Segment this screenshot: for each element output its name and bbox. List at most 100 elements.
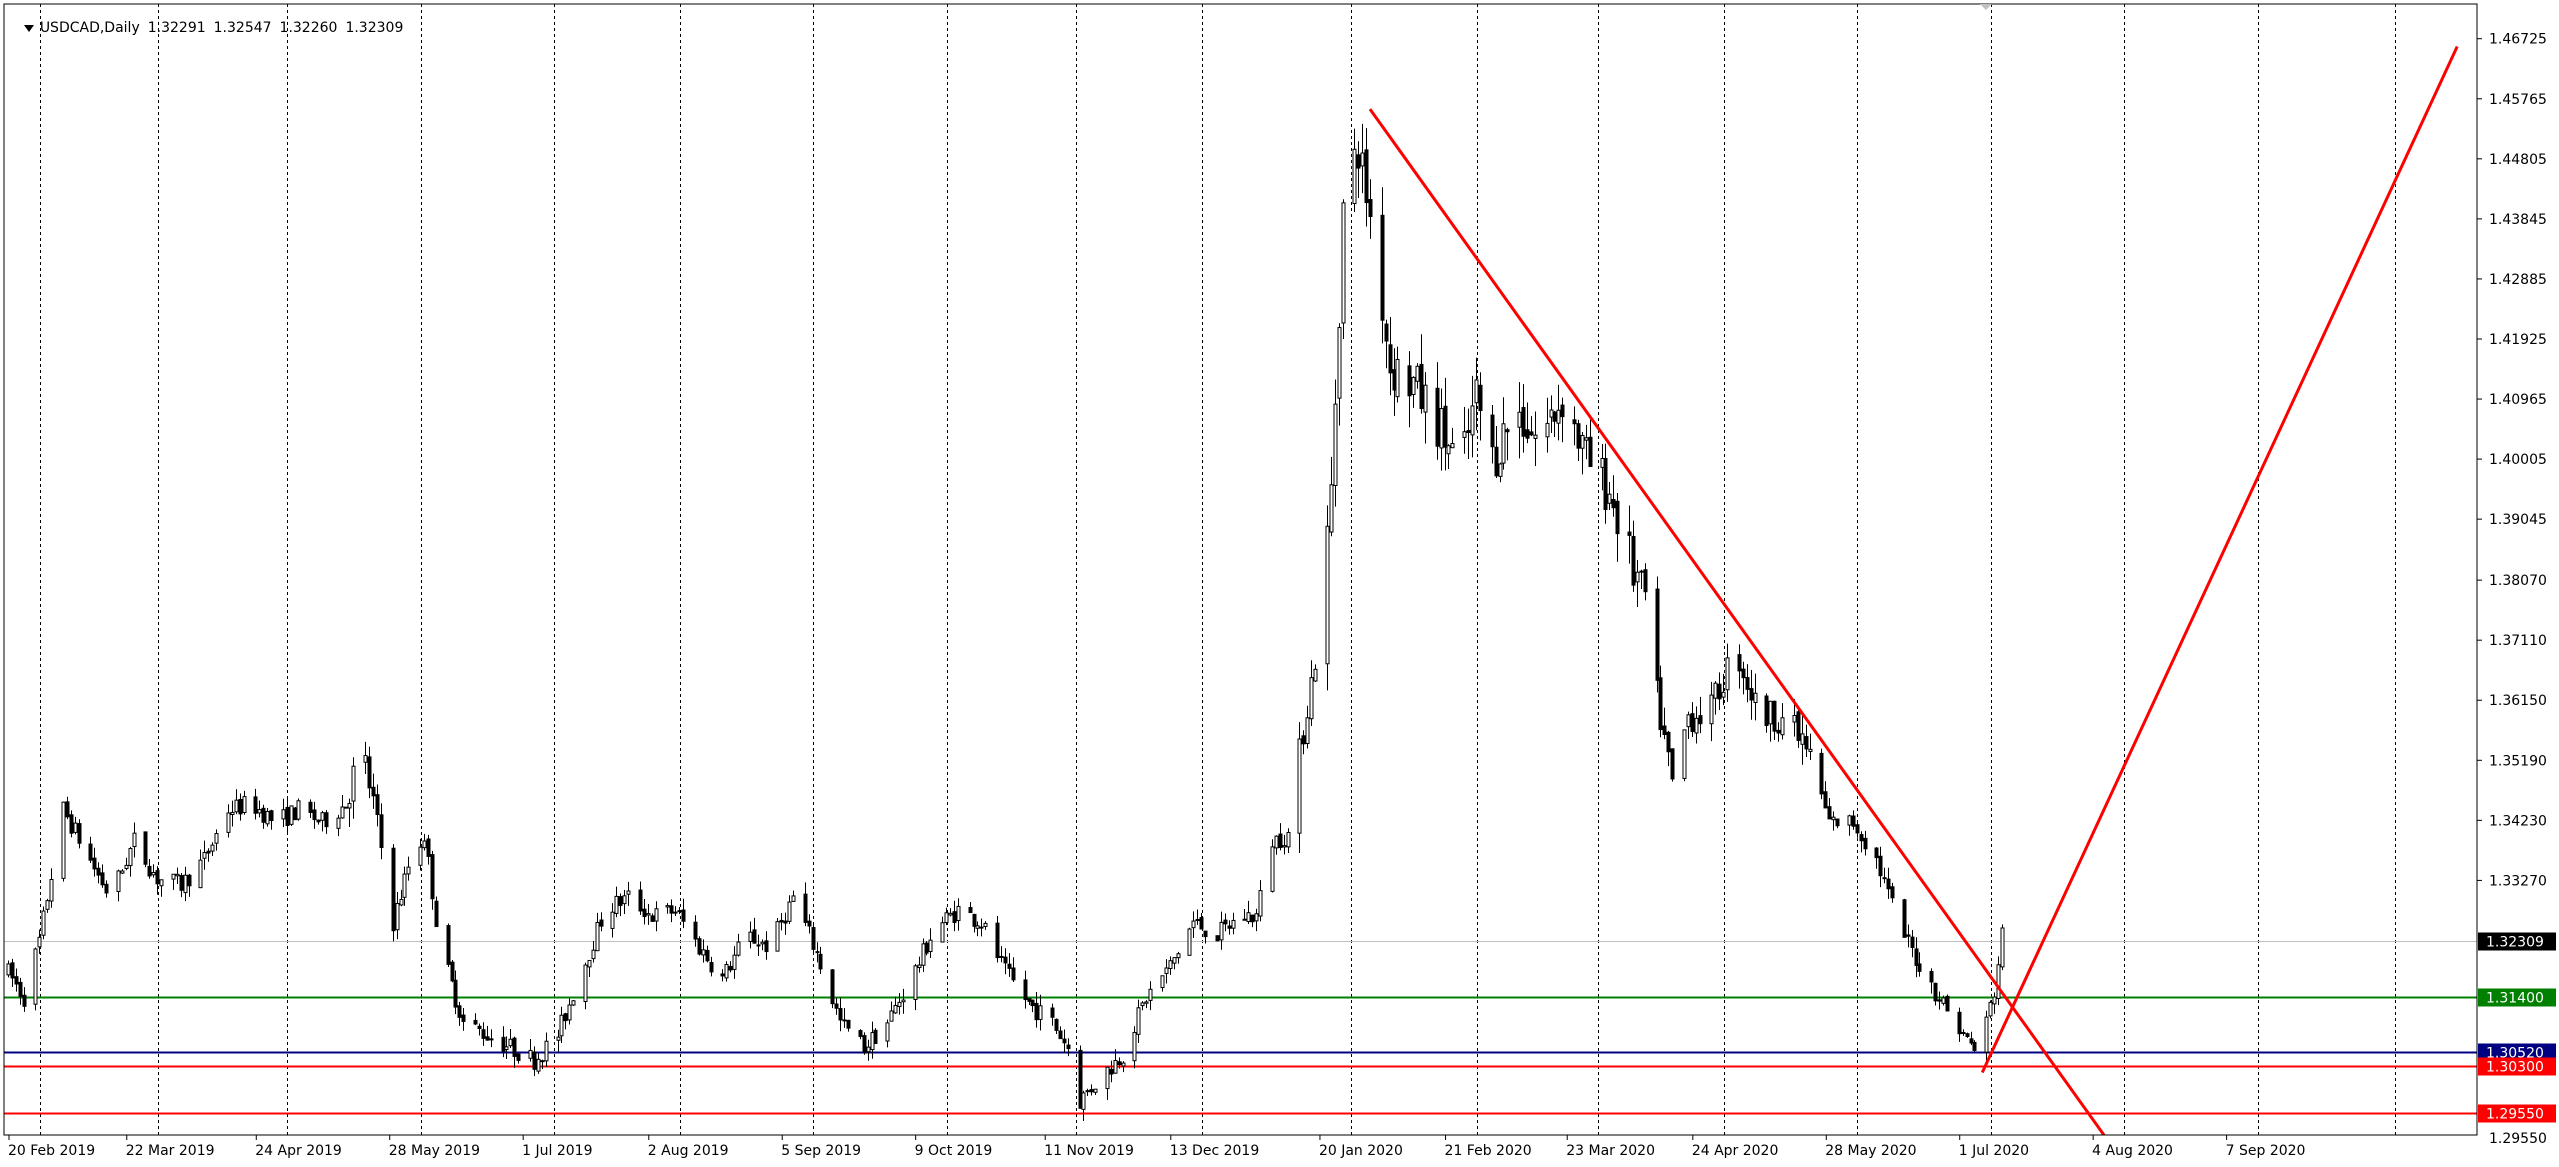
candle-body-bull: [340, 806, 345, 819]
candle-body-bear: [1250, 914, 1255, 923]
candle-body-bull: [1164, 967, 1169, 974]
candle-body-bear: [308, 801, 313, 813]
candle-body-bear: [481, 1029, 486, 1039]
candle-body-bull: [1992, 996, 1997, 1005]
candle-body-bear: [65, 801, 70, 818]
candle-body-bull: [1132, 1031, 1137, 1062]
candle-body-bear: [1855, 824, 1860, 834]
candle-body-bear: [446, 925, 451, 965]
level-price-label: 1.30300: [2486, 1060, 2544, 1076]
candle-body-bull: [1580, 434, 1585, 449]
candle-body-bear: [1278, 833, 1283, 848]
y-tick-label: 1.33270: [2489, 873, 2547, 889]
candle-body-bull: [1176, 953, 1181, 959]
candle-body-bear: [1034, 1002, 1039, 1021]
candle-body-bull: [1584, 437, 1589, 441]
candle-body-bull: [1474, 379, 1479, 404]
candle-body-bear: [1576, 423, 1581, 449]
horizontal-levels-layer: [4, 941, 2477, 1115]
candle-body-bear: [1627, 531, 1632, 536]
candle-body-bull: [999, 955, 1004, 958]
candle-body-bear: [669, 905, 674, 914]
y-tick-label: 1.35190: [2489, 753, 2547, 769]
candle-body-bull: [242, 796, 247, 814]
candle-body-bull: [1286, 831, 1291, 848]
candle-body-bear: [972, 913, 977, 927]
candle-body-bull: [1439, 408, 1444, 449]
candle-body-bear: [187, 874, 192, 887]
candle-body-bull: [665, 905, 670, 908]
candle-body-bull: [1297, 738, 1302, 834]
x-tick-label: 2 Aug 2019: [648, 1143, 729, 1159]
candle-body-bull: [1501, 423, 1506, 464]
candle-body-bull: [265, 811, 270, 825]
candle-body-bear: [818, 953, 823, 970]
candle-body-bear: [1603, 457, 1608, 511]
candle-body-bull: [677, 910, 682, 913]
candle-body-bear: [1054, 1018, 1059, 1031]
trendline-descending[interactable]: [1368, 108, 2106, 1135]
candle-body-bear: [1560, 404, 1565, 418]
candle-body-bull: [1121, 1062, 1126, 1067]
candle-body-bear: [453, 979, 458, 1008]
x-tick-label: 21 Feb 2020: [1445, 1143, 1532, 1159]
candle-body-bull: [296, 800, 301, 820]
candle-body-bull: [885, 1022, 890, 1042]
candle-body-bear: [1764, 695, 1769, 727]
candle-body-bear: [1215, 935, 1220, 942]
candle-body-bear: [269, 810, 274, 822]
candle-body-bear: [1737, 654, 1742, 672]
x-tick-label: 24 Apr 2020: [1692, 1143, 1779, 1159]
candle-body-bear: [434, 900, 439, 928]
candle-body-bull: [257, 809, 262, 814]
candle-body-bear: [1741, 668, 1746, 679]
candle-body-bull: [736, 941, 741, 956]
candle-body-bull: [983, 922, 988, 928]
shift-marker-icon: [1980, 4, 1992, 10]
candle-body-bear: [1906, 934, 1911, 937]
menu-triangle-icon[interactable]: [23, 24, 34, 32]
candle-body-bear: [155, 870, 160, 885]
candle-body-bull: [281, 809, 286, 820]
candle-body-bull: [234, 799, 239, 813]
candle-body-bear: [1407, 365, 1412, 397]
trendline-ascending[interactable]: [1980, 45, 2459, 1074]
candle-body-bull: [1446, 445, 1451, 455]
candle-body-bull: [948, 912, 953, 916]
candle-body-bear: [1223, 919, 1228, 925]
candle-body-bull: [402, 873, 407, 898]
candle-body-bear: [1007, 963, 1012, 969]
y-tick-label: 1.40965: [2489, 392, 2547, 408]
candle-body-bull: [556, 1036, 561, 1041]
candle-body-bull: [893, 1004, 898, 1014]
candle-body-bull: [489, 1038, 494, 1041]
candle-body-bear: [261, 807, 266, 823]
candle-body-bull: [175, 873, 180, 877]
y-tick-label: 1.44805: [2489, 152, 2547, 168]
candle-body-bear: [1965, 1033, 1970, 1037]
candle-body-bear: [367, 756, 372, 789]
candle-body-bull: [944, 912, 949, 924]
candle-body-bear: [1662, 725, 1667, 735]
candle-body-bull: [842, 1019, 847, 1022]
candle-body-bull: [1337, 327, 1342, 399]
trendlines-layer[interactable]: [1368, 45, 2459, 1135]
x-tick-label: 23 Mar 2020: [1566, 1143, 1655, 1159]
candle-body-bull: [1423, 384, 1428, 413]
candle-body-bull: [1333, 403, 1338, 486]
candle-body-bull: [913, 965, 918, 1000]
candle-body-bull: [1160, 975, 1165, 989]
candle-body-bear: [1945, 995, 1950, 1012]
candle-body-bear: [1914, 948, 1919, 966]
candle-body-bull: [1148, 988, 1153, 1001]
candle-body-bear: [681, 909, 686, 922]
candle-body-bull: [33, 948, 38, 1005]
candle-body-bear: [1631, 535, 1636, 586]
candle-body-bear: [473, 1019, 478, 1025]
candle-body-bull: [732, 954, 737, 970]
candle-body-bull: [1191, 920, 1196, 929]
candle-body-bear: [316, 819, 321, 823]
candle-body-bull: [1395, 358, 1400, 398]
